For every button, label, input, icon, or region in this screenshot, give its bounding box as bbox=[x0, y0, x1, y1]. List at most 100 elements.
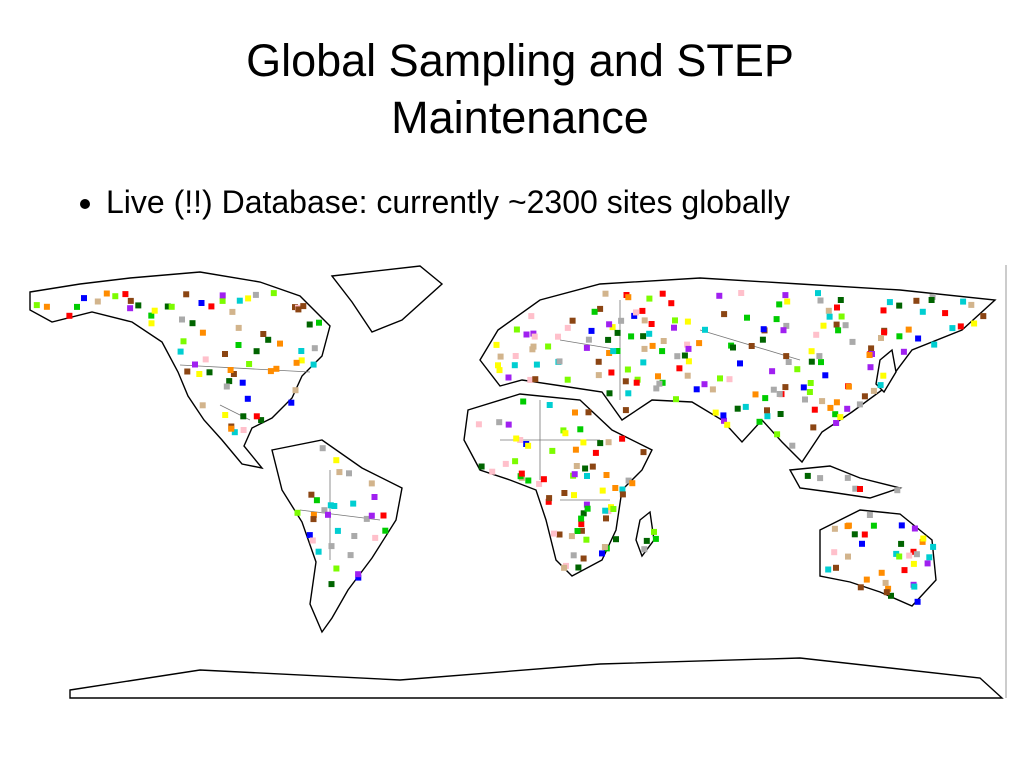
site-marker bbox=[309, 537, 316, 544]
site-marker bbox=[253, 348, 260, 355]
site-marker bbox=[562, 430, 569, 437]
site-marker bbox=[561, 564, 568, 571]
site-marker bbox=[640, 449, 647, 456]
site-marker bbox=[782, 292, 789, 299]
site-marker bbox=[800, 384, 807, 391]
site-marker bbox=[659, 379, 666, 386]
site-marker bbox=[910, 548, 917, 555]
site-marker bbox=[883, 589, 890, 596]
site-marker bbox=[931, 341, 938, 348]
site-marker bbox=[641, 345, 648, 352]
site-marker bbox=[914, 598, 921, 605]
site-marker bbox=[633, 379, 640, 386]
site-marker bbox=[837, 414, 844, 421]
site-marker bbox=[184, 368, 191, 375]
site-marker bbox=[43, 303, 50, 310]
site-marker bbox=[649, 342, 656, 349]
site-marker bbox=[641, 546, 648, 553]
site-marker bbox=[980, 313, 987, 320]
site-marker bbox=[738, 290, 745, 296]
site-marker bbox=[273, 365, 280, 372]
site-marker bbox=[837, 297, 844, 303]
site-marker bbox=[673, 396, 679, 403]
site-marker bbox=[219, 292, 226, 299]
antarctica bbox=[69, 657, 1004, 699]
site-marker bbox=[915, 335, 922, 342]
site-marker bbox=[911, 525, 918, 532]
site-marker bbox=[556, 531, 563, 538]
site-marker bbox=[246, 361, 253, 367]
site-marker bbox=[857, 486, 863, 492]
site-marker bbox=[709, 386, 716, 393]
site-marker bbox=[277, 340, 283, 347]
site-marker bbox=[545, 498, 552, 505]
site-marker bbox=[971, 320, 978, 327]
site-marker bbox=[582, 465, 589, 472]
site-marker bbox=[511, 362, 518, 369]
site-marker bbox=[913, 551, 920, 558]
indonesia bbox=[788, 465, 903, 499]
site-marker bbox=[810, 424, 817, 431]
site-marker bbox=[885, 585, 892, 592]
site-marker bbox=[253, 413, 260, 420]
site-marker bbox=[906, 552, 913, 559]
site-marker bbox=[612, 485, 619, 491]
site-marker bbox=[633, 309, 639, 316]
site-marker bbox=[888, 592, 894, 599]
site-marker bbox=[780, 327, 787, 334]
site-marker bbox=[525, 442, 532, 449]
site-marker bbox=[639, 307, 646, 314]
site-marker bbox=[726, 376, 733, 383]
site-marker bbox=[333, 457, 340, 464]
site-marker bbox=[896, 302, 903, 309]
site-marker bbox=[583, 501, 590, 508]
site-marker bbox=[355, 574, 362, 581]
site-marker bbox=[911, 583, 918, 590]
site-marker bbox=[930, 543, 937, 550]
site-marker bbox=[496, 367, 503, 374]
site-marker bbox=[513, 326, 520, 333]
site-marker bbox=[227, 367, 234, 373]
site-marker bbox=[122, 291, 129, 298]
site-marker bbox=[66, 312, 73, 319]
site-marker bbox=[898, 522, 905, 529]
site-marker bbox=[831, 549, 838, 556]
site-marker bbox=[844, 474, 851, 481]
site-marker bbox=[328, 581, 335, 588]
site-marker bbox=[327, 502, 334, 509]
site-marker bbox=[641, 317, 648, 324]
site-marker bbox=[744, 314, 750, 321]
site-marker bbox=[625, 390, 632, 397]
site-marker bbox=[622, 378, 629, 385]
site-marker bbox=[569, 317, 576, 324]
site-marker bbox=[546, 495, 553, 502]
site-marker bbox=[827, 404, 834, 411]
site-marker bbox=[659, 348, 666, 355]
site-marker bbox=[905, 326, 912, 333]
site-marker bbox=[676, 365, 683, 372]
site-marker bbox=[776, 301, 783, 308]
site-marker bbox=[495, 362, 501, 369]
site-marker bbox=[533, 361, 540, 368]
site-marker bbox=[672, 317, 678, 324]
site-marker bbox=[609, 324, 616, 331]
site-marker bbox=[306, 532, 313, 539]
site-marker bbox=[835, 327, 842, 334]
site-marker bbox=[859, 540, 865, 547]
site-marker bbox=[347, 552, 354, 559]
site-marker bbox=[849, 338, 856, 345]
site-marker bbox=[222, 351, 228, 357]
site-marker bbox=[240, 413, 247, 420]
site-marker bbox=[572, 446, 579, 453]
site-marker bbox=[808, 348, 815, 355]
site-marker bbox=[785, 359, 792, 365]
site-marker bbox=[774, 431, 781, 438]
site-marker bbox=[531, 333, 538, 340]
site-marker bbox=[825, 566, 832, 573]
site-marker bbox=[625, 477, 632, 484]
madagascar bbox=[635, 510, 655, 558]
site-marker bbox=[806, 389, 813, 395]
site-marker bbox=[595, 358, 602, 365]
site-marker bbox=[619, 435, 626, 442]
site-marker bbox=[502, 460, 509, 467]
